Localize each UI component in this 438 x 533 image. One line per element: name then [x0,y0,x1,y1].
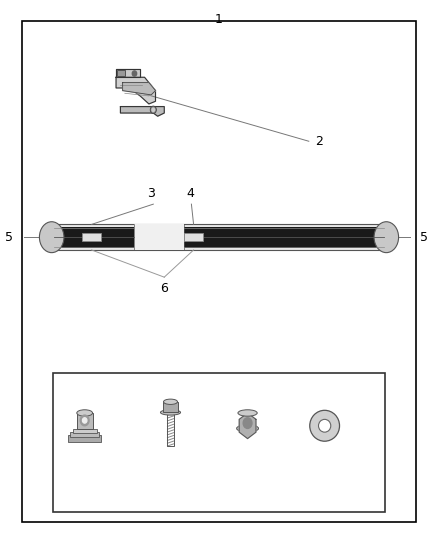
Circle shape [132,71,137,76]
Polygon shape [116,69,140,77]
Ellipse shape [237,425,258,432]
Circle shape [82,418,87,423]
Bar [184,233,203,241]
Bar [82,233,101,241]
Bar [68,435,101,442]
Circle shape [243,418,252,429]
Bar [163,402,177,413]
Ellipse shape [374,222,399,253]
Polygon shape [116,77,155,104]
Text: 3: 3 [147,187,155,200]
Ellipse shape [160,410,180,415]
Ellipse shape [39,222,64,253]
Ellipse shape [163,399,177,405]
Bar [184,227,384,248]
Circle shape [152,108,155,111]
Text: 5: 5 [5,231,13,244]
Circle shape [150,106,156,114]
Text: 6: 6 [160,282,168,295]
Ellipse shape [77,410,92,416]
Text: 1: 1 [215,13,223,26]
Ellipse shape [238,410,257,416]
Ellipse shape [318,419,331,432]
Ellipse shape [310,410,339,441]
Text: 2: 2 [315,135,323,148]
Polygon shape [120,107,164,116]
Polygon shape [239,413,256,439]
Bar [71,432,99,438]
Polygon shape [123,83,155,95]
Bar [73,429,97,433]
Text: 4: 4 [187,187,194,200]
Bar [117,70,125,76]
Circle shape [80,415,89,426]
Bar [77,413,92,429]
Bar [54,227,134,248]
Bar [53,373,385,512]
Text: 5: 5 [420,231,428,244]
Bar [167,413,173,446]
Bar [134,224,184,250]
Bar [52,224,386,250]
